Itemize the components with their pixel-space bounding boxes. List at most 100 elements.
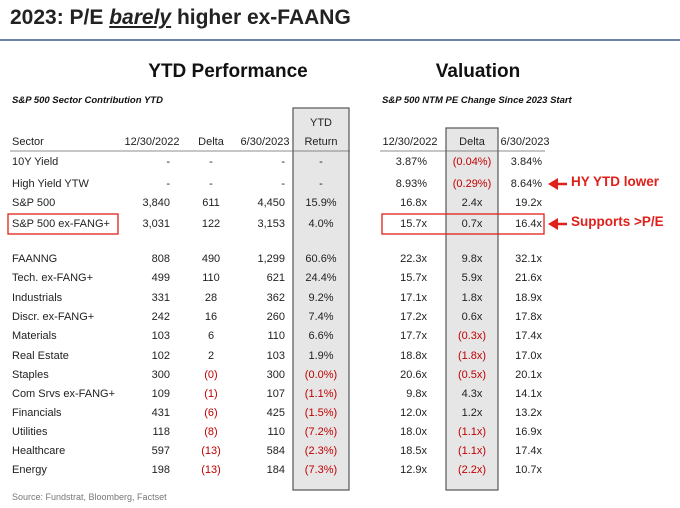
- cell: 260: [266, 311, 285, 323]
- section-subheading: S&P 500 NTM PE Change Since 2023 Start: [382, 95, 572, 106]
- cell: (13): [201, 464, 221, 476]
- cell: 12.9x: [400, 464, 427, 476]
- row-label: 10Y Yield: [12, 156, 59, 168]
- cell: 3,031: [142, 218, 170, 230]
- cell: 13.2x: [515, 407, 542, 419]
- cell: (1.1x): [457, 426, 487, 438]
- cell: 15.7x: [400, 272, 427, 284]
- cell: 16.4x: [515, 218, 542, 230]
- highlight-box: [381, 213, 545, 235]
- cell: 16.8x: [400, 197, 427, 209]
- cell: 331: [151, 292, 170, 304]
- cell: 24.4%: [305, 272, 337, 284]
- column-header: YTD Return: [304, 117, 338, 148]
- cell: 9.2%: [308, 292, 334, 304]
- cell: -: [209, 156, 213, 168]
- cell: 9.8x: [461, 253, 483, 265]
- cell: 32.1x: [515, 253, 542, 265]
- cell: (8): [204, 426, 218, 438]
- cell: 1.2x: [461, 407, 483, 419]
- cell: 107: [266, 388, 285, 400]
- cell: 60.6%: [305, 253, 337, 265]
- cell: (6): [204, 407, 218, 419]
- cell: 18.0x: [400, 426, 427, 438]
- cell: 2: [207, 350, 215, 362]
- annotation: Supports >P/E: [571, 214, 664, 229]
- cell: (1.1%): [304, 388, 338, 400]
- cell: 17.4x: [515, 445, 542, 457]
- cell: (0.3x): [457, 330, 487, 342]
- cell: 18.9x: [515, 292, 542, 304]
- row-label: Utilities: [12, 426, 48, 438]
- cell: 12.0x: [400, 407, 427, 419]
- row-label: Tech. ex-FANG+: [12, 272, 94, 284]
- cell: (2.2x): [457, 464, 487, 476]
- cell: 1.9%: [308, 350, 334, 362]
- cell: 1.8x: [461, 292, 483, 304]
- row-label: Staples: [12, 369, 49, 381]
- title-emphasis: barely: [109, 6, 172, 29]
- cell: 198: [151, 464, 170, 476]
- cell: 15.7x: [400, 218, 427, 230]
- title-part: 2023: P/E: [10, 6, 110, 29]
- row-label: Industrials: [12, 292, 63, 304]
- column-header: Sector: [12, 136, 44, 148]
- cell: -: [209, 178, 213, 190]
- cell: 109: [151, 388, 170, 400]
- cell: 621: [266, 272, 285, 284]
- cell: 584: [266, 445, 285, 457]
- cell: 4,450: [257, 197, 285, 209]
- cell: -: [281, 178, 285, 190]
- cell: 808: [151, 253, 170, 265]
- cell: 17.7x: [400, 330, 427, 342]
- cell: 103: [151, 330, 170, 342]
- section-subheading: S&P 500 Sector Contribution YTD: [12, 95, 163, 106]
- row-label: Real Estate: [12, 350, 69, 362]
- cell: (1): [204, 388, 218, 400]
- cell: 3.84%: [510, 156, 542, 168]
- cell: 362: [266, 292, 285, 304]
- cell: (0.5x): [457, 369, 487, 381]
- column-header: 6/30/2023: [240, 136, 290, 148]
- cell: 3,153: [257, 218, 285, 230]
- cell: 242: [151, 311, 170, 323]
- cell: 21.6x: [515, 272, 542, 284]
- cell: 5.9x: [461, 272, 483, 284]
- column-header: Delta: [459, 136, 485, 148]
- cell: (0.29%): [452, 178, 492, 190]
- cell: 6: [207, 330, 215, 342]
- section-heading: YTD Performance: [148, 61, 308, 82]
- column-header: 12/30/2022: [382, 136, 438, 148]
- cell: 16: [204, 311, 218, 323]
- cell: 28: [204, 292, 218, 304]
- row-label: Materials: [12, 330, 57, 342]
- cell: 18.8x: [400, 350, 427, 362]
- cell: 425: [266, 407, 285, 419]
- cell: 17.0x: [515, 350, 542, 362]
- arrows: [548, 178, 567, 230]
- cell: (1.8x): [457, 350, 487, 362]
- cell: 8.64%: [510, 178, 542, 190]
- source-note: Source: Fundstrat, Bloomberg, Factset: [12, 492, 167, 502]
- cell: 20.6x: [400, 369, 427, 381]
- cell: 110: [267, 330, 285, 342]
- delta-column-box: [445, 127, 499, 491]
- cell: 19.2x: [515, 197, 542, 209]
- cell: 611: [202, 197, 220, 209]
- row-label: FAANNG: [12, 253, 58, 265]
- cell: 10.7x: [515, 464, 542, 476]
- row-label: Discr. ex-FANG+: [12, 311, 95, 323]
- cell: 3.87%: [395, 156, 427, 168]
- column-header: Delta: [198, 136, 224, 148]
- cell: (2.3%): [304, 445, 338, 457]
- cell: 15.9%: [305, 197, 337, 209]
- cell: 6.6%: [308, 330, 334, 342]
- cell: 110: [267, 426, 285, 438]
- cell: (0): [204, 369, 218, 381]
- row-label: S&P 500: [12, 197, 56, 209]
- cell: 8.93%: [395, 178, 427, 190]
- row-label: High Yield YTW: [12, 178, 89, 190]
- cell: 597: [151, 445, 170, 457]
